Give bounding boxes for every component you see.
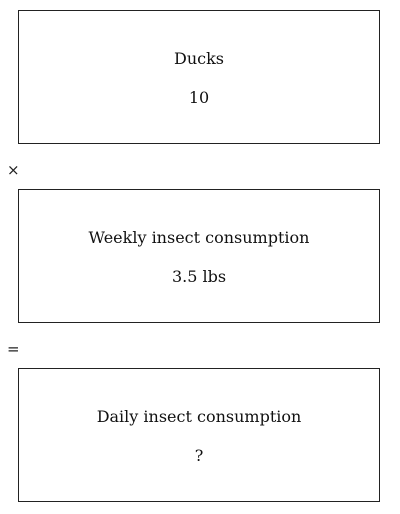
equals-operator: = <box>7 340 20 358</box>
daily-consumption-label: Daily insect consumption <box>96 407 302 426</box>
weekly-consumption-label: Weekly insect consumption <box>88 228 310 247</box>
ducks-label: Ducks <box>174 49 224 68</box>
weekly-consumption-box: Weekly insect consumption 3.5 lbs <box>18 189 380 323</box>
ducks-value: 10 <box>188 88 210 107</box>
daily-consumption-box: Daily insect consumption ? <box>18 368 380 502</box>
daily-consumption-value: ? <box>194 446 204 465</box>
multiply-operator: × <box>7 161 20 179</box>
ducks-box: Ducks 10 <box>18 10 380 144</box>
weekly-consumption-value: 3.5 lbs <box>171 267 227 286</box>
